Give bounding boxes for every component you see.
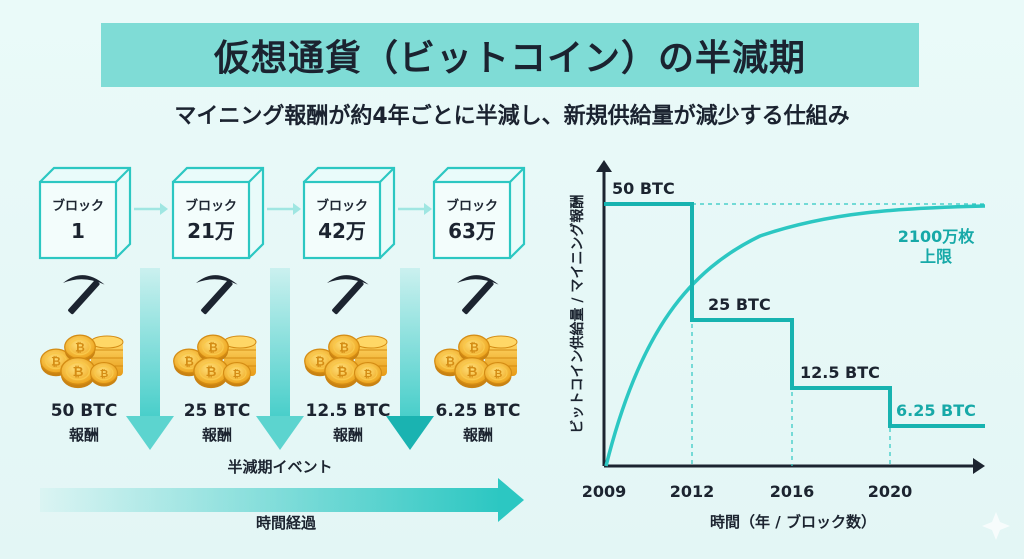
reward-step-line (604, 202, 985, 428)
bitcoin-coins-icon (435, 335, 517, 388)
block-label: ブロック (316, 198, 368, 214)
reward-label: 報酬 (202, 426, 232, 444)
block-label: ブロック (52, 198, 104, 214)
block-height: 21万 (187, 219, 235, 243)
y-axis-label: ビットコイン供給量 / マイニング報酬 (569, 195, 586, 434)
block-height: 42万 (318, 219, 366, 243)
supply-cap-sublabel: 上限 (920, 247, 953, 266)
block-label: ブロック (446, 198, 498, 214)
right-arrow-icon (424, 203, 432, 215)
reward-label: 報酬 (69, 426, 99, 444)
pickaxe-icon (196, 275, 238, 315)
sparkle-icon (982, 512, 1010, 540)
block-height: 1 (71, 219, 85, 243)
down-arrow-icon (386, 416, 434, 450)
time-label: 時間経過 (256, 514, 317, 532)
reward-step-label: 12.5 BTC (800, 363, 880, 382)
down-arrow-icon (256, 416, 304, 450)
page-title: 仮想通貨（ビットコイン）の半減期 (213, 38, 806, 79)
block-cube: ブロック 63万 (432, 166, 526, 260)
bitcoin-coins-icon (41, 335, 123, 388)
x-tick-label: 2016 (770, 482, 815, 501)
bitcoin-coins-icon (305, 335, 387, 388)
supply-curve (604, 204, 986, 467)
pickaxe-icon (63, 275, 105, 315)
right-arrow-icon (293, 203, 301, 215)
pickaxe-icon (327, 275, 369, 315)
x-axis-label: 時間（年 / ブロック数） (710, 513, 876, 531)
block-height: 63万 (448, 219, 496, 243)
y-axis-arrow (596, 160, 612, 172)
title-banner: 仮想通貨（ビットコイン）の半減期 (101, 23, 919, 87)
x-tick-label: 2012 (670, 482, 715, 501)
reward-label: 報酬 (463, 426, 493, 444)
right-arrow-icon (160, 203, 168, 215)
reward-step-label: 25 BTC (708, 295, 771, 314)
block-cube: ブロック 42万 (302, 166, 396, 260)
reward-amount: 12.5 BTC (306, 401, 391, 421)
halving-down-arrow (386, 268, 434, 450)
x-tick-label: 2020 (868, 482, 913, 501)
x-axis-arrow (973, 458, 985, 474)
bitcoin-coins-icon (174, 335, 256, 388)
right-arrow-icon (498, 478, 524, 522)
supply-cap-label: 2100万枚 (898, 227, 976, 246)
reward-label: 報酬 (333, 426, 363, 444)
reward-amount: 6.25 BTC (436, 401, 521, 421)
reward-amount: 50 BTC (51, 401, 118, 421)
halving-event-label: 半減期イベント (227, 458, 332, 476)
halving-down-arrow (256, 268, 304, 450)
reward-step-label: 6.25 BTC (896, 401, 976, 420)
x-tick-label: 2009 (582, 482, 627, 501)
block-cube: ブロック 21万 (171, 166, 265, 260)
page-subtitle: マイニング報酬が約4年ごとに半減し、新規供給量が減少する仕組み (174, 104, 850, 129)
reward-amount: 25 BTC (184, 401, 251, 421)
reward-step-label: 50 BTC (612, 179, 675, 198)
time-arrow-shaft (40, 488, 500, 512)
block-cube: ブロック 1 (38, 166, 132, 260)
pickaxe-icon (457, 275, 499, 315)
down-arrow-icon (126, 416, 174, 450)
halving-down-arrow (126, 268, 174, 450)
block-label: ブロック (185, 198, 237, 214)
